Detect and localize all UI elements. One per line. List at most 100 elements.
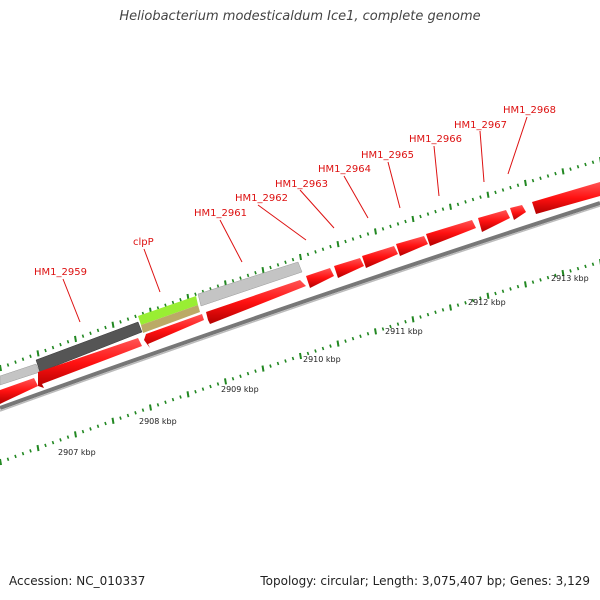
minor-tick — [89, 331, 92, 335]
minor-tick — [531, 178, 535, 183]
minor-tick — [21, 357, 25, 361]
scale-label: 2908 kbp — [139, 417, 177, 426]
footer-stats: Topology: circular; Length: 3,075,407 bp… — [260, 574, 590, 588]
minor-tick — [239, 276, 242, 280]
gene-label: HM1_2965 — [361, 150, 414, 161]
minor-tick — [351, 336, 355, 341]
minor-tick — [254, 369, 257, 373]
minor-tick — [539, 176, 542, 181]
minor-tick — [59, 342, 62, 347]
minor-tick — [344, 339, 347, 343]
minor-tick — [246, 371, 250, 376]
gene-label: HM1_2962 — [235, 193, 288, 204]
major-tick — [524, 179, 527, 187]
major-tick — [411, 316, 415, 323]
minor-tick — [44, 443, 47, 448]
minor-tick — [404, 219, 407, 224]
minor-tick — [591, 160, 595, 165]
minor-tick — [306, 351, 310, 356]
major-tick — [524, 281, 527, 288]
major-tick — [36, 444, 40, 452]
major-tick — [149, 404, 152, 411]
minor-tick — [471, 298, 475, 303]
major-tick — [299, 352, 302, 360]
gene-label: HM1_2968 — [503, 105, 556, 116]
minor-tick — [501, 289, 505, 293]
minor-tick — [464, 200, 467, 204]
minor-tick — [66, 340, 70, 344]
minor-tick — [51, 345, 55, 350]
minor-tick — [6, 363, 10, 367]
major-tick — [374, 228, 377, 235]
minor-tick — [239, 374, 242, 378]
minor-tick — [59, 438, 62, 442]
minor-tick — [96, 328, 100, 333]
minor-tick — [329, 344, 332, 348]
major-tick — [449, 304, 452, 311]
minor-tick — [479, 296, 482, 300]
gene-label: HM1_2964 — [318, 164, 371, 175]
minor-tick — [134, 314, 137, 319]
minor-tick — [584, 264, 587, 269]
major-tick — [561, 269, 565, 277]
backbone — [0, 201, 600, 412]
minor-tick — [479, 195, 482, 199]
minor-tick — [29, 449, 32, 453]
map-title: Heliobacterium modesticaldum Ice1, compl… — [119, 9, 481, 24]
dark-feature — [35, 321, 143, 373]
minor-tick — [209, 384, 212, 389]
minor-tick — [569, 269, 572, 273]
minor-tick — [584, 162, 587, 167]
gene-label: HM1_2959 — [34, 267, 87, 278]
gene-label: HM1_2967 — [454, 120, 507, 131]
minor-tick — [509, 185, 512, 190]
minor-tick — [14, 360, 17, 364]
minor-tick — [291, 257, 295, 262]
minor-tick — [14, 454, 17, 459]
major-tick — [74, 335, 77, 343]
minor-tick — [81, 334, 85, 338]
minor-tick — [171, 300, 175, 305]
minor-tick — [389, 324, 392, 329]
minor-tick — [254, 271, 257, 275]
gene-label: HM1_2963 — [275, 179, 328, 190]
minor-tick — [576, 165, 580, 169]
minor-tick — [179, 297, 182, 302]
scale-label: 2913 kbp — [551, 274, 589, 283]
minor-tick — [179, 395, 182, 399]
scale-label: 2907 kbp — [58, 448, 96, 457]
minor-tick — [119, 320, 122, 324]
minor-tick — [194, 292, 197, 297]
minor-tick — [194, 389, 197, 394]
cds-arrow — [510, 205, 526, 220]
major-tick — [486, 292, 490, 300]
minor-tick — [276, 263, 280, 267]
minor-tick — [246, 273, 250, 278]
minor-tick — [591, 262, 595, 266]
minor-tick — [351, 237, 355, 241]
minor-tick — [509, 287, 512, 291]
cds-arrow — [306, 268, 334, 288]
minor-tick — [81, 429, 85, 434]
minor-tick — [21, 451, 25, 456]
minor-tick — [554, 171, 557, 176]
minor-tick — [216, 284, 220, 288]
cds-arrow — [426, 220, 476, 246]
minor-tick — [231, 377, 235, 381]
minor-tick — [516, 284, 520, 289]
major-tick — [0, 458, 2, 466]
minor-tick — [554, 273, 557, 278]
minor-tick — [366, 332, 370, 336]
minor-tick — [89, 427, 92, 431]
minor-tick — [164, 400, 167, 404]
minor-tick — [381, 227, 385, 231]
minor-tick — [141, 408, 145, 412]
minor-tick — [546, 174, 550, 178]
cds-arrow — [206, 280, 306, 324]
major-tick — [561, 168, 565, 175]
major-tick — [0, 364, 2, 372]
minor-tick — [126, 317, 130, 321]
cds-arrow — [478, 210, 510, 232]
minor-tick — [456, 303, 460, 307]
minor-tick — [156, 403, 160, 407]
